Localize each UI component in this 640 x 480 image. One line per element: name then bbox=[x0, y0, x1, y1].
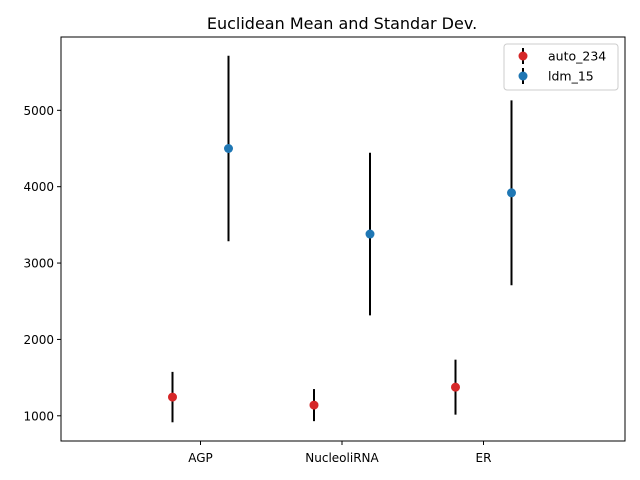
y-tick-label: 5000 bbox=[23, 104, 54, 118]
legend-label-ldm_15: ldm_15 bbox=[548, 69, 594, 84]
x-tick-label: NucleoliRNA bbox=[305, 451, 379, 465]
y-tick-label: 3000 bbox=[23, 257, 54, 271]
legend-marker-ldm_15 bbox=[518, 71, 528, 81]
legend: auto_234 ldm_15 bbox=[503, 43, 619, 91]
mean-point-ldm_15 bbox=[224, 144, 233, 154]
legend-box bbox=[503, 43, 619, 91]
y-tick-label: 2000 bbox=[23, 333, 54, 347]
x-axis: AGP NucleoliRNA ER bbox=[188, 441, 491, 465]
legend-label-auto_234: auto_234 bbox=[548, 49, 606, 64]
legend-marker-auto_234 bbox=[518, 51, 528, 61]
y-tick-label: 1000 bbox=[23, 409, 54, 423]
y-axis: 1000 2000 3000 4000 5000 bbox=[23, 104, 61, 423]
chart-title: Euclidean Mean and Standar Dev. bbox=[207, 14, 477, 33]
x-tick-label: ER bbox=[476, 451, 492, 465]
y-tick-label: 4000 bbox=[23, 180, 54, 194]
mean-point-auto_234 bbox=[451, 382, 460, 392]
mean-point-auto_234 bbox=[309, 400, 319, 410]
data-marks bbox=[168, 55, 516, 423]
mean-point-ldm_15 bbox=[365, 229, 375, 239]
mean-point-auto_234 bbox=[168, 392, 177, 402]
x-tick-label: AGP bbox=[188, 451, 213, 465]
plot-area bbox=[60, 36, 626, 442]
mean-point-ldm_15 bbox=[507, 188, 516, 198]
